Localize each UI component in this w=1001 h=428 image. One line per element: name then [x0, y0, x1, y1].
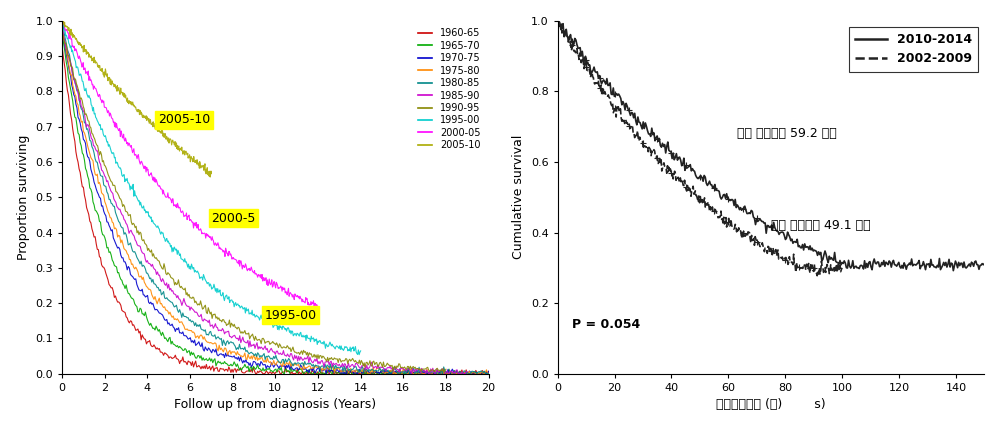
- X-axis label: Follow up from diagnosis (Years): Follow up from diagnosis (Years): [174, 398, 376, 411]
- Text: 중앙 생존기간 49.1 개월: 중앙 생존기간 49.1 개월: [771, 219, 871, 232]
- Y-axis label: Cumulative survival: Cumulative survival: [513, 135, 526, 259]
- Text: 중앙 생존기간 59.2 개월: 중앙 생존기간 59.2 개월: [737, 127, 837, 140]
- Y-axis label: Proportion surviving: Proportion surviving: [17, 134, 30, 260]
- Text: 1995-00: 1995-00: [264, 309, 316, 322]
- X-axis label: 전체생존기간 (달)        s): 전체생존기간 (달) s): [716, 398, 826, 411]
- Text: 2005-10: 2005-10: [158, 113, 210, 126]
- Text: P = 0.054: P = 0.054: [572, 318, 641, 331]
- Text: 2000-5: 2000-5: [211, 212, 255, 225]
- Legend: 2010-2014, 2002-2009: 2010-2014, 2002-2009: [849, 27, 978, 71]
- Legend: 1960-65, 1965-70, 1970-75, 1975-80, 1980-85, 1985-90, 1990-95, 1995-00, 2000-05,: 1960-65, 1965-70, 1970-75, 1975-80, 1980…: [415, 26, 483, 153]
